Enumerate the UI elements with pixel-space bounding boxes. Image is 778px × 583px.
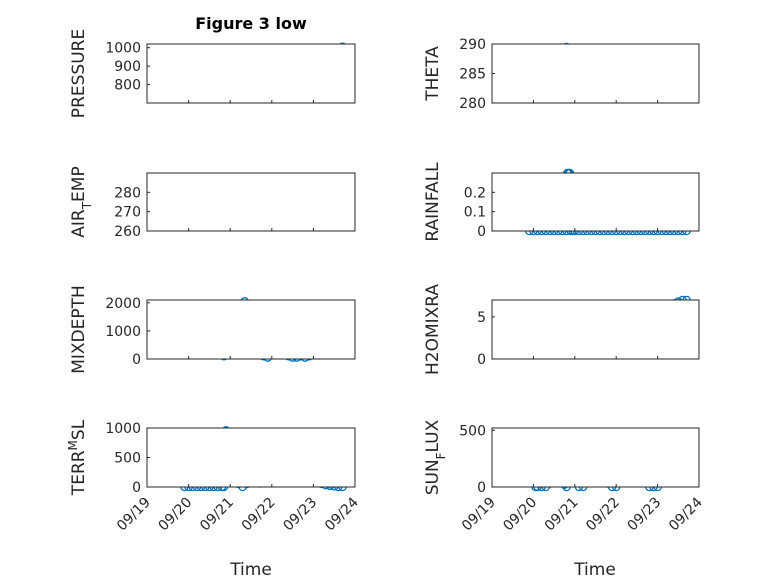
subplot-h2omixra: 0 5 H2OMIXRA — [423, 284, 700, 375]
x-axis-label-left: Time — [229, 560, 272, 580]
y-tick-label: 1000 — [105, 324, 141, 340]
axes-box — [146, 299, 356, 360]
axes-box — [491, 427, 700, 488]
subplot-grid: 800 900 1000 PRESSURE 280 285 290 THETA 260 270 28… — [66, 29, 706, 535]
y-tick-label: 1000 — [105, 41, 141, 57]
axes-box — [491, 172, 700, 232]
subplot-pressure: 800 900 1000 PRESSURE — [69, 29, 356, 118]
y-tick-label: 280 — [459, 96, 486, 112]
y-tick-label: 260 — [114, 224, 141, 240]
y-axis-label: RAINFALL — [423, 162, 443, 242]
subplot-mixdepth: 0 1000 2000 MIXDEPTH — [69, 285, 356, 374]
y-axis-label: MIXDEPTH — [69, 285, 89, 374]
y-tick-label: 0 — [477, 224, 486, 240]
y-axis-label: AIRTEMP — [69, 166, 94, 237]
axes-box — [146, 172, 356, 232]
y-tick-label: 0 — [477, 480, 486, 496]
y-tick-label: 0 — [477, 352, 486, 368]
y-tick-label: 500 — [114, 451, 141, 467]
y-tick-label: 0.2 — [464, 185, 486, 201]
y-tick-label: 0.1 — [464, 205, 486, 221]
y-tick-label: 5 — [477, 310, 486, 326]
y-tick-label: 900 — [114, 59, 141, 75]
subplot-rainfall: 0 0.1 0.2 RAINFALL — [423, 162, 700, 242]
y-tick-label: 0 — [132, 480, 141, 496]
y-axis-label: THETA — [423, 46, 443, 102]
axes-box — [491, 43, 700, 104]
axes-box — [146, 427, 356, 488]
y-tick-label: 270 — [114, 205, 141, 221]
y-axis-label: TERRMSL — [66, 419, 89, 496]
subplot-air-temp: 260 270 280 AIRTEMP — [69, 166, 356, 240]
y-tick-label: 2000 — [105, 296, 141, 312]
y-tick-label: 0 — [132, 352, 141, 368]
figure-title: Figure 3 low — [195, 14, 307, 33]
axes-box — [146, 43, 356, 104]
y-axis-label: PRESSURE — [69, 29, 89, 118]
y-axis-label: SUNFLUX — [423, 419, 448, 495]
y-tick-label: 500 — [459, 423, 486, 439]
y-axis-label: H2OMIXRA — [423, 284, 443, 375]
y-tick-label: 285 — [459, 67, 486, 83]
y-tick-label: 280 — [114, 185, 141, 201]
y-tick-label: 290 — [459, 37, 486, 53]
subplot-theta: 280 285 290 THETA — [423, 37, 700, 112]
axes-box — [491, 299, 700, 360]
y-tick-label: 1000 — [105, 421, 141, 437]
y-tick-label: 800 — [114, 78, 141, 94]
x-axis-label-right: Time — [573, 560, 616, 580]
